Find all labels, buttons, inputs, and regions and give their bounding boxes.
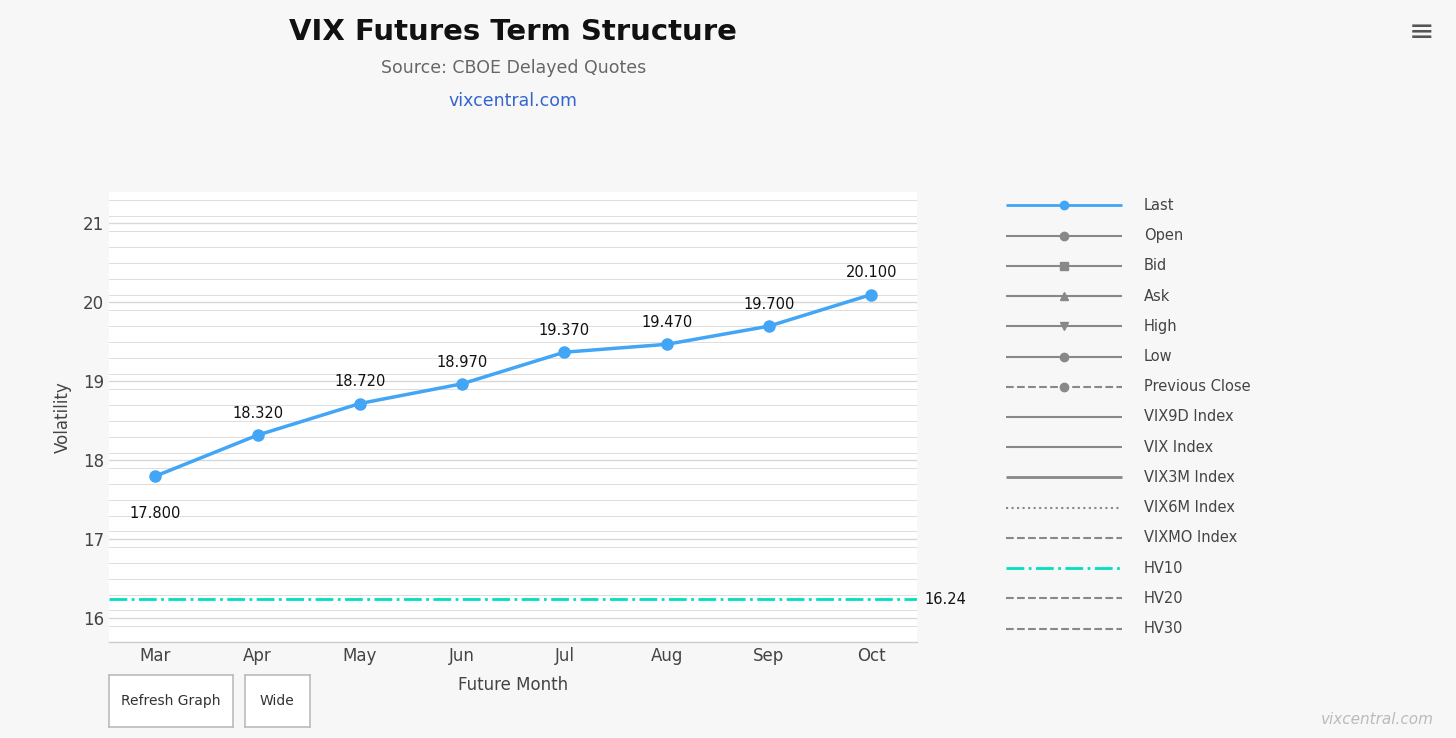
Text: 16.24: 16.24 [925, 592, 967, 607]
Text: vixcentral.com: vixcentral.com [448, 92, 578, 110]
Text: Open: Open [1144, 228, 1184, 243]
Text: VIX3M Index: VIX3M Index [1144, 470, 1235, 485]
X-axis label: Future Month: Future Month [459, 676, 568, 694]
Y-axis label: Volatility: Volatility [54, 381, 71, 453]
Text: VIX9D Index: VIX9D Index [1144, 410, 1233, 424]
Text: Last: Last [1144, 198, 1175, 213]
Text: Ask: Ask [1144, 289, 1171, 303]
Text: ≡: ≡ [1408, 18, 1434, 47]
Text: VIX6M Index: VIX6M Index [1144, 500, 1235, 515]
Text: VIX Index: VIX Index [1144, 440, 1213, 455]
Text: HV10: HV10 [1144, 561, 1184, 576]
Text: HV30: HV30 [1144, 621, 1184, 636]
Text: Previous Close: Previous Close [1144, 379, 1251, 394]
Text: High: High [1144, 319, 1178, 334]
Text: 20.100: 20.100 [846, 266, 897, 280]
Text: Wide: Wide [261, 694, 294, 708]
Text: Source: CBOE Delayed Quotes: Source: CBOE Delayed Quotes [380, 59, 646, 77]
Text: 18.720: 18.720 [333, 374, 386, 390]
Text: VIXMO Index: VIXMO Index [1144, 531, 1238, 545]
Text: Refresh Graph: Refresh Graph [121, 694, 221, 708]
Text: VIX Futures Term Structure: VIX Futures Term Structure [290, 18, 737, 46]
Text: vixcentral.com: vixcentral.com [1321, 712, 1434, 727]
Text: 19.470: 19.470 [641, 315, 692, 330]
Text: 19.370: 19.370 [539, 323, 590, 338]
Text: 19.700: 19.700 [743, 297, 795, 312]
Text: Low: Low [1144, 349, 1172, 364]
Text: Bid: Bid [1144, 258, 1168, 273]
Text: 17.800: 17.800 [130, 506, 181, 521]
Text: HV20: HV20 [1144, 591, 1184, 606]
Text: 18.320: 18.320 [232, 406, 282, 421]
Text: 18.970: 18.970 [437, 354, 488, 370]
